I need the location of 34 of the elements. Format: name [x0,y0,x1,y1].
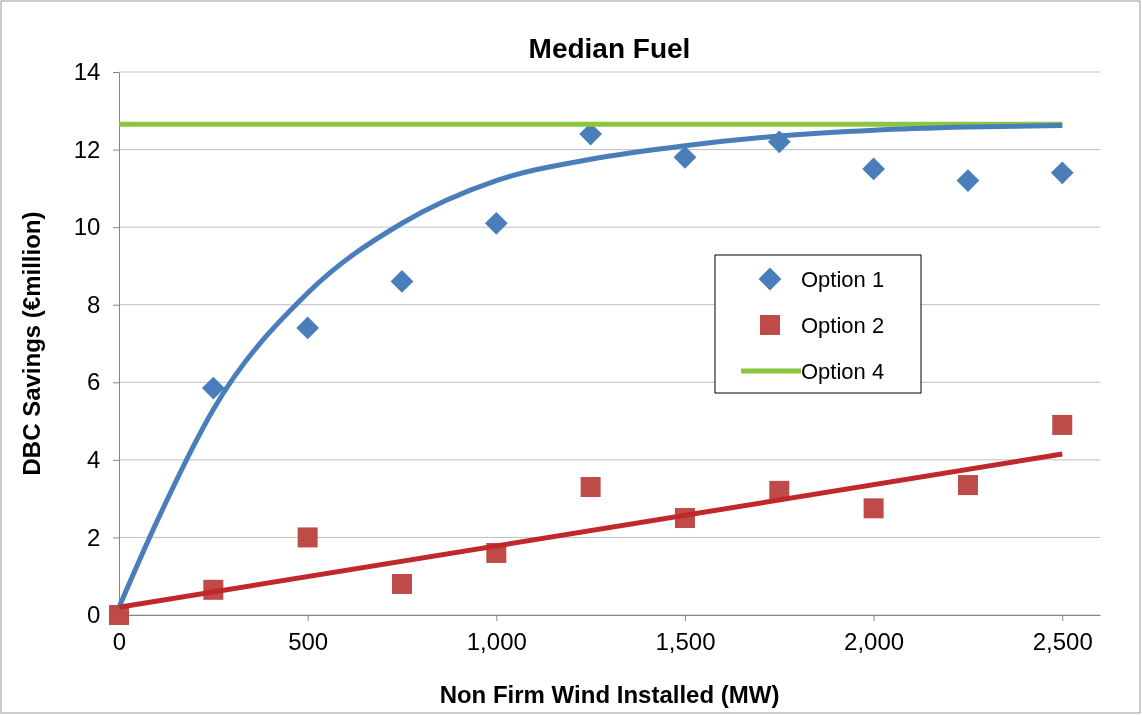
y-tick-label: 0 [87,601,101,629]
y-tick-label: 12 [73,135,101,163]
y-tick-label: 10 [73,213,101,241]
x-tick-label: 1,500 [655,628,716,656]
y-tick-label: 4 [87,446,101,474]
legend-label: Option 4 [801,359,885,384]
y-tick-label: 8 [87,290,101,318]
point [390,270,414,293]
y-tick-label: 14 [73,58,101,86]
point [1050,161,1074,185]
x-tick-label: 0 [112,628,127,656]
legend-label: Option 1 [801,267,885,292]
point [957,475,978,496]
point [484,211,508,235]
point [201,376,225,400]
x-tick-label: 500 [288,628,329,656]
point [1052,414,1073,435]
point [296,316,320,340]
point [956,169,980,192]
point [862,157,885,181]
chart-title: Median Fuel [528,33,691,64]
y-tick-label: 2 [87,523,101,551]
point [580,477,601,498]
x-tick-label: 2,500 [1032,628,1093,656]
x-tick-label: 2,000 [844,628,905,656]
x-axis-title: Non Firm Wind Installed (MW) [439,681,780,708]
point [297,527,318,548]
y-tick-label: 6 [87,368,101,396]
point [391,573,412,594]
legend-label: Option 2 [801,313,885,338]
y-axis-title: DBC Savings (€million) [18,211,45,476]
point [673,145,697,169]
point [863,498,884,519]
x-tick-label: 1,000 [466,628,527,656]
